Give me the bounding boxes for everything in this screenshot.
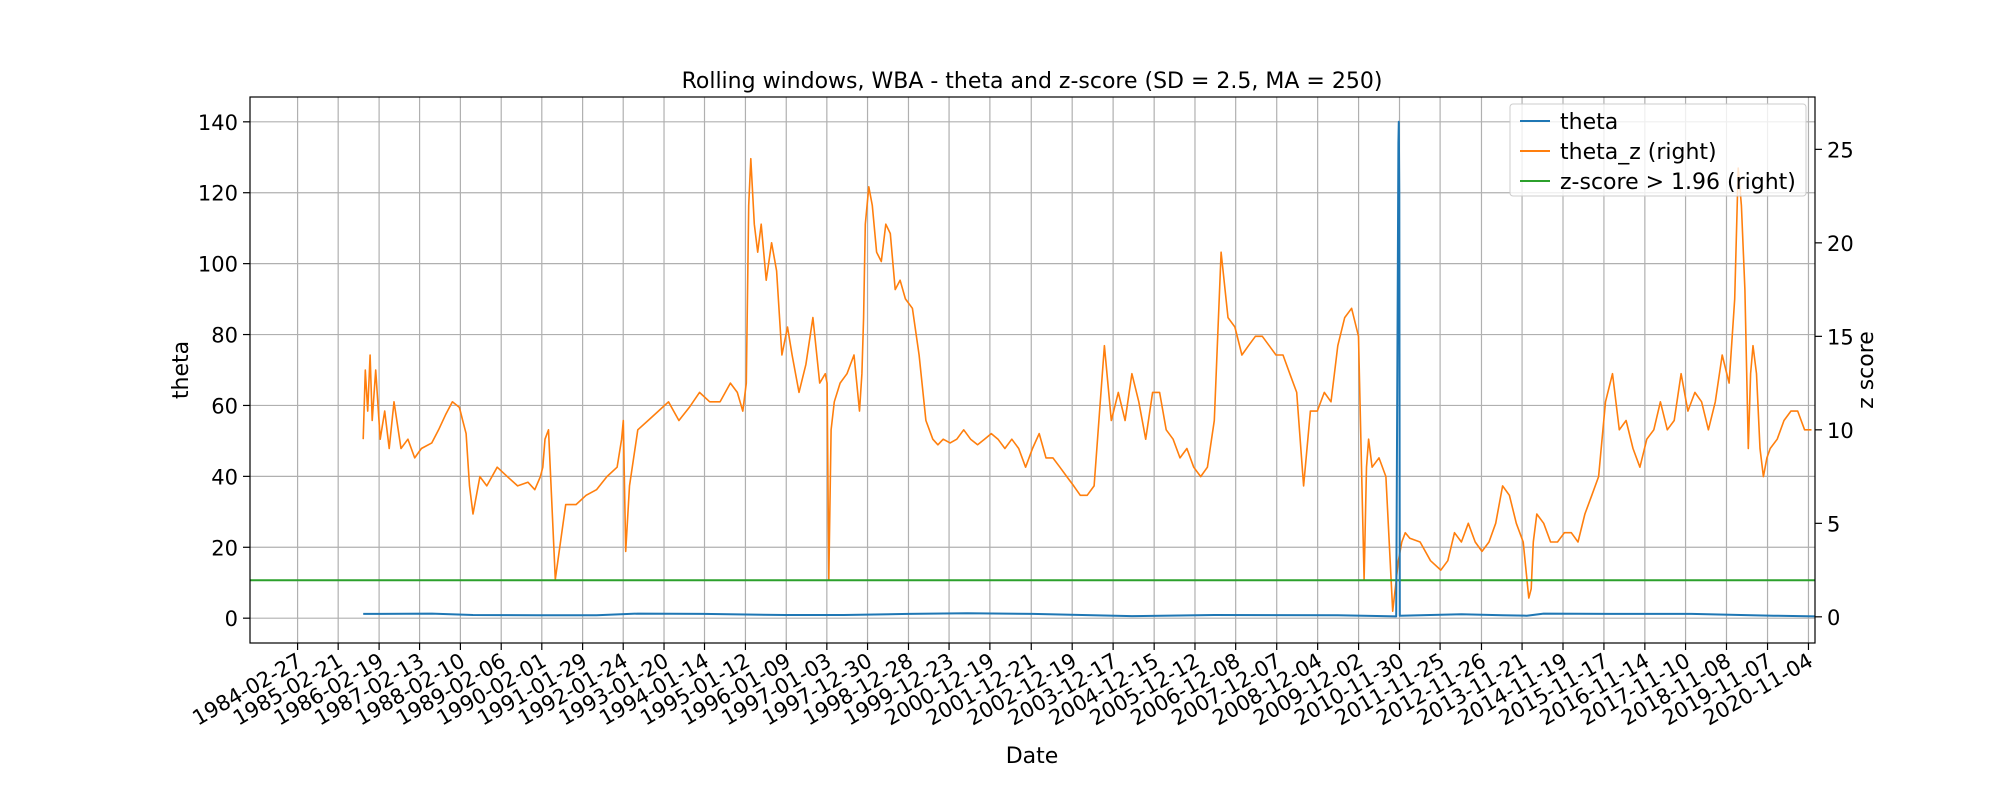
y-tick-label-left: 60 [211,394,238,418]
y-tick-label-left: 40 [211,465,238,489]
y-tick-label-right: 0 [1827,606,1840,630]
y-axis-label-right: z score [1854,331,1879,409]
grid [250,97,1815,643]
plot-frame [249,96,1816,644]
y-tick-label-left: 80 [211,324,238,348]
y-tick-label-right: 25 [1827,138,1854,162]
y-tick-label-right: 20 [1827,232,1854,256]
y-tick-label-right: 15 [1827,325,1854,349]
y-tick-label-left: 120 [198,182,238,206]
series-layer [250,120,1816,618]
series-line-theta [363,120,1816,618]
legend-box [1509,103,1807,197]
y-tick-label-left: 0 [225,607,238,631]
legend-label: theta_z (right) [1560,140,1717,165]
legend-label: theta [1560,110,1618,135]
legend: theta theta_z (right) z-score > 1.96 (righ… [1509,103,1807,197]
y-tick-label-left: 20 [211,536,238,560]
y-tick-label-right: 10 [1827,419,1854,443]
chart-title: Rolling windows, WBA - theta and z-score… [682,69,1383,94]
legend-items: theta theta_z (right) z-score > 1.96 (righ… [1520,110,1796,195]
y-tick-label-left: 100 [198,253,238,277]
legend-label: z-score > 1.96 (right) [1560,170,1796,195]
x-axis-label: Date [1006,744,1059,769]
y-tick-label-left: 140 [198,111,238,135]
ticks-layer: 1984-02-271985-02-211986-02-191987-02-13… [188,111,1853,731]
series-line-theta_z [362,157,1812,613]
y-axis-label-left: theta [169,341,194,399]
y-tick-label-right: 5 [1827,512,1840,536]
